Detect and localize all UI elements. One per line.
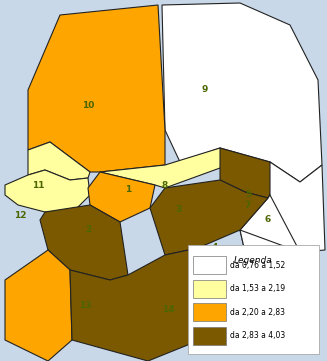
Text: 1: 1 xyxy=(125,186,131,195)
Text: 12: 12 xyxy=(14,210,26,219)
Text: 11: 11 xyxy=(32,180,44,190)
Polygon shape xyxy=(162,3,322,182)
Text: da 0,76 a 1,52: da 0,76 a 1,52 xyxy=(230,261,285,270)
Text: 9: 9 xyxy=(202,86,208,95)
Text: 3: 3 xyxy=(175,205,181,214)
Polygon shape xyxy=(240,230,300,268)
Bar xyxy=(193,280,226,298)
Polygon shape xyxy=(88,172,155,222)
Text: 10: 10 xyxy=(82,100,94,109)
Polygon shape xyxy=(270,162,325,252)
Text: 2: 2 xyxy=(85,226,91,235)
Text: 4: 4 xyxy=(212,243,218,252)
Polygon shape xyxy=(70,248,268,361)
Polygon shape xyxy=(28,5,165,172)
Text: 8: 8 xyxy=(162,180,168,190)
Bar xyxy=(188,245,319,354)
Bar xyxy=(193,303,226,321)
Bar xyxy=(193,256,226,274)
Polygon shape xyxy=(5,250,72,361)
Polygon shape xyxy=(100,148,230,188)
Bar xyxy=(193,327,226,345)
Polygon shape xyxy=(220,148,278,198)
Text: 13: 13 xyxy=(79,300,91,309)
Text: da 2,20 a 2,83: da 2,20 a 2,83 xyxy=(230,308,284,317)
Text: 5: 5 xyxy=(245,191,251,200)
Polygon shape xyxy=(28,142,90,180)
Polygon shape xyxy=(150,180,268,255)
Text: da 2,83 a 4,03: da 2,83 a 4,03 xyxy=(230,331,285,340)
Text: 7: 7 xyxy=(245,200,251,209)
Text: da 1,53 a 2,19: da 1,53 a 2,19 xyxy=(230,284,285,293)
Polygon shape xyxy=(240,195,300,268)
Polygon shape xyxy=(40,205,128,280)
Text: Legenda: Legenda xyxy=(234,256,273,265)
Text: 14: 14 xyxy=(162,305,174,314)
Text: 6: 6 xyxy=(265,216,271,225)
Polygon shape xyxy=(5,170,90,212)
